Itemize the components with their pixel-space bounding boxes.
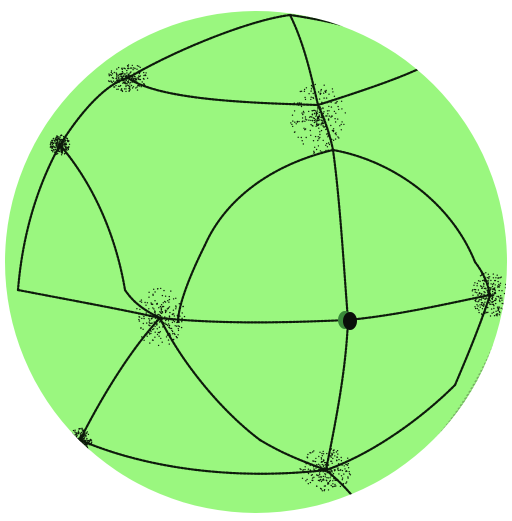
seam-equator-left	[16, 288, 162, 320]
marker-dot	[343, 312, 357, 330]
seam-center-oval-left	[176, 243, 207, 324]
seam-lower-center-right	[258, 438, 328, 472]
seam-top-upper-arc	[126, 13, 292, 80]
cluster-top-center	[290, 83, 346, 154]
seam-center-oval-right-low	[473, 260, 492, 297]
seam-bottom-arc	[78, 438, 328, 475]
seam-left-rim	[16, 143, 62, 292]
seam-right-rim-lower	[453, 293, 492, 387]
cluster-top-right	[421, 54, 443, 71]
stipple-clusters	[49, 54, 507, 492]
cluster-left-top	[49, 134, 71, 156]
seam-left-upper-arc	[58, 143, 127, 292]
seam-meridian-lower	[324, 318, 350, 472]
cluster-right	[471, 272, 507, 317]
cluster-left-center	[136, 287, 186, 347]
seam-meridian-upper	[331, 148, 350, 322]
seam-lower-right-arc	[324, 383, 457, 472]
seam-lower-center-left	[158, 316, 262, 442]
cluster-top-left	[107, 64, 149, 93]
seam-top-node-down	[316, 103, 335, 152]
sphere-body	[5, 11, 507, 513]
cluster-bottom	[299, 448, 352, 492]
seam-center-oval-right	[331, 148, 477, 264]
seam-cross-to-top	[288, 13, 320, 107]
seam-equator-center	[158, 316, 350, 324]
seam-center-oval-top	[203, 148, 335, 247]
seam-top-band-lower	[126, 76, 320, 107]
position-marker	[338, 311, 357, 330]
